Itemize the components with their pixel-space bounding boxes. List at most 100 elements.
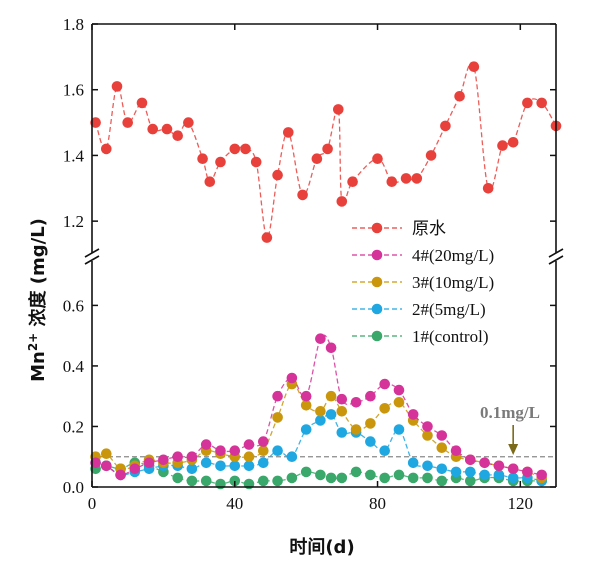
data-point: [215, 156, 226, 168]
legend-marker: [371, 276, 383, 288]
ticks: 0 40 80 120 1.2 1.4 1.6 1.8 0.0 0.2 0.4 0.6: [63, 15, 556, 513]
data-point: [172, 130, 183, 141]
data-point: [482, 183, 494, 194]
data-point: [322, 143, 333, 155]
data-point: [522, 466, 533, 478]
data-point: [215, 460, 226, 472]
data-point: [347, 176, 358, 187]
axis-break-mark: [84, 255, 100, 265]
data-point: [365, 469, 376, 481]
y-axis-title-rest: 浓度 (mg/L): [27, 218, 49, 333]
data-point: [200, 439, 212, 450]
legend-label: 原水: [412, 219, 446, 238]
data-point: [407, 457, 419, 469]
data-point: [450, 466, 462, 478]
data-point: [325, 390, 337, 402]
data-point: [215, 445, 226, 457]
data-point: [497, 140, 508, 151]
data-point: [147, 123, 158, 135]
legend-item: 4#(20mg/L): [352, 246, 494, 265]
data-point: [454, 91, 465, 102]
y-axis-title: Mn2+ 浓度 (mg/L): [26, 218, 49, 382]
data-point: [386, 176, 398, 187]
data-point: [436, 475, 448, 487]
data-point: [468, 61, 480, 72]
series-layer: [90, 61, 562, 490]
data-point: [507, 137, 519, 148]
data-point: [186, 475, 198, 487]
data-point: [379, 378, 391, 390]
data-point: [315, 469, 326, 481]
axis-break-mark: [548, 248, 564, 258]
legend-marker: [371, 222, 383, 234]
axis-break-gap: [84, 253, 100, 261]
data-point: [479, 457, 490, 469]
data-point: [200, 457, 212, 469]
data-point: [393, 424, 405, 435]
data-point: [365, 390, 376, 402]
data-point: [258, 445, 269, 457]
data-point: [407, 472, 419, 484]
data-point: [115, 469, 126, 481]
data-point: [272, 412, 283, 423]
data-point: [450, 445, 462, 457]
data-point: [379, 472, 391, 484]
y-tick-label: 1.2: [63, 212, 84, 231]
data-point: [407, 409, 419, 420]
legend-item: 1#(control): [352, 327, 488, 346]
y-axis-title-superscript: 2+: [26, 333, 40, 351]
data-point: [286, 372, 298, 384]
data-point: [422, 430, 433, 441]
data-point: [507, 472, 519, 484]
data-point: [200, 475, 212, 487]
data-point: [436, 430, 448, 441]
data-point: [297, 189, 308, 201]
data-point: [333, 104, 344, 115]
y-tick-label: 0.2: [63, 417, 84, 436]
data-point: [536, 469, 547, 481]
data-point: [258, 457, 269, 469]
y-tick-label: 1.8: [63, 15, 84, 34]
data-point: [186, 451, 198, 463]
legend-label: 1#(control): [412, 327, 488, 346]
axis-break-mark: [548, 255, 564, 265]
data-point: [272, 169, 283, 181]
data-point: [250, 156, 262, 168]
data-point: [101, 143, 112, 155]
data-point: [425, 150, 437, 161]
data-point: [300, 466, 312, 478]
data-point: [300, 400, 312, 411]
data-point: [325, 472, 337, 484]
data-point: [493, 469, 505, 481]
data-point: [243, 460, 255, 472]
data-point: [350, 466, 362, 478]
legend-label: 4#(20mg/L): [412, 246, 494, 265]
axis-break-right: [548, 248, 564, 265]
data-point: [379, 445, 391, 457]
reference-lines: [92, 425, 556, 458]
axis-break-gap: [548, 253, 564, 261]
data-point: [101, 460, 112, 472]
threshold-arrow-head: [508, 444, 519, 455]
data-point: [172, 451, 183, 463]
data-point: [101, 448, 112, 460]
data-point: [229, 143, 241, 155]
data-point: [111, 81, 123, 92]
data-point: [143, 457, 155, 469]
data-point: [365, 436, 376, 447]
data-point: [436, 463, 448, 475]
data-point: [272, 475, 283, 487]
data-point: [465, 466, 476, 478]
legend-label: 3#(10mg/L): [412, 273, 494, 292]
axes-frame: [84, 23, 564, 488]
series-0: [90, 61, 562, 243]
data-point: [258, 436, 269, 447]
data-point: [90, 457, 101, 469]
data-point: [465, 454, 476, 466]
data-point: [272, 390, 283, 402]
legend-label: 2#(5mg/L): [412, 300, 486, 319]
x-tick-label: 0: [88, 494, 97, 513]
data-point: [315, 406, 326, 417]
data-point: [365, 418, 376, 429]
x-tick-label: 80: [369, 494, 386, 513]
